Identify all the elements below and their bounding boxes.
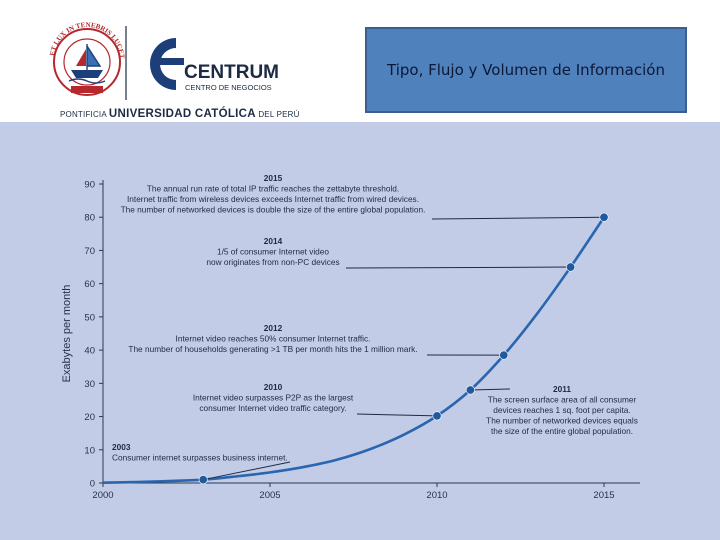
x-tick-label: 2015 bbox=[593, 490, 614, 501]
annotation-leader-2011 bbox=[470, 388, 511, 391]
university-name: PONTIFICIA UNIVERSIDAD CATÓLICA DEL PERÚ bbox=[60, 108, 300, 120]
annotation-leader-2003 bbox=[203, 461, 291, 481]
x-tick-label: 2000 bbox=[92, 490, 113, 501]
y-tick-label: 80 bbox=[84, 213, 95, 224]
annotation-leader-2015 bbox=[431, 216, 605, 220]
annotation-leader-2014 bbox=[345, 266, 571, 269]
centrum-subtitle: CENTRO DE NEGOCIOS bbox=[185, 83, 272, 92]
series-line bbox=[102, 216, 606, 484]
slide-title-box: Tipo, Flujo y Volumen de Información bbox=[365, 27, 687, 113]
annotation-leader-2010 bbox=[356, 413, 438, 417]
y-tick-label: 40 bbox=[84, 346, 95, 357]
data-point-2015 bbox=[599, 212, 609, 222]
annotation-text-2011: devices reaches 1 sq. foot per capita. bbox=[493, 405, 630, 415]
y-tick-label: 90 bbox=[84, 180, 95, 191]
annotation-year-2010: 2010 bbox=[264, 382, 283, 392]
annotation-text-2014: now originates from non-PC devices bbox=[206, 257, 339, 267]
annotation-text-2011: The screen surface area of all consumer bbox=[488, 395, 637, 405]
y-tick-label: 10 bbox=[84, 445, 95, 456]
chart-panel: 0 10 20 30 40 50 60 70 80 90 2000 2005 2010 2015 Exaby… bbox=[0, 122, 720, 540]
y-axis-label: Exabytes per month bbox=[61, 285, 73, 383]
crest-icon: ET LUX IN TENEBRIS LUCET bbox=[48, 21, 126, 96]
x-tick-label: 2010 bbox=[426, 490, 447, 501]
annotation-text-2015: The annual run rate of total IP traffic … bbox=[147, 184, 399, 194]
annotation-text-2003: Consumer internet surpasses business int… bbox=[112, 453, 288, 463]
y-tick-label: 70 bbox=[84, 246, 95, 257]
annotation-text-2014: 1/5 of consumer Internet video bbox=[217, 247, 329, 257]
y-tick-label: 20 bbox=[84, 412, 95, 423]
x-tick-label: 2005 bbox=[259, 490, 280, 501]
traffic-growth-chart: 0 10 20 30 40 50 60 70 80 90 2000 2005 2010 2015 Exaby… bbox=[61, 173, 640, 501]
annotation-text-2010: Internet video surpasses P2P as the larg… bbox=[193, 393, 354, 403]
annotation-text-2012: The number of households generating >1 T… bbox=[128, 344, 417, 354]
annotation-year-2011: 2011 bbox=[553, 384, 571, 394]
annotation-text-2011: The number of networked devices equals bbox=[486, 416, 638, 426]
annotation-text-2015: The number of networked devices is doubl… bbox=[121, 205, 426, 215]
y-tick-label: 0 bbox=[90, 479, 95, 490]
data-point-2010 bbox=[432, 411, 442, 421]
data-point-2012 bbox=[499, 350, 509, 360]
annotation-year-2014: 2014 bbox=[264, 236, 283, 246]
y-tick-label: 60 bbox=[84, 279, 95, 290]
centrum-wordmark: CENTRUM bbox=[184, 62, 279, 83]
y-tick-label: 50 bbox=[84, 312, 95, 323]
annotation-text-2010: consumer Internet video traffic category… bbox=[199, 403, 346, 413]
annotation-year-2012: 2012 bbox=[264, 323, 283, 333]
header: ET LUX IN TENEBRIS LUCET CENTRUM CENTRO … bbox=[0, 0, 720, 122]
data-point-2011 bbox=[465, 385, 475, 395]
data-point-2003 bbox=[198, 475, 208, 485]
slide-title: Tipo, Flujo y Volumen de Información bbox=[387, 61, 665, 79]
annotation-text-2012: Internet video reaches 50% consumer Inte… bbox=[176, 334, 371, 344]
university-logo: ET LUX IN TENEBRIS LUCET CENTRUM CENTRO … bbox=[38, 20, 300, 120]
annotation-year-2003: 2003 bbox=[112, 442, 131, 452]
centrum-mark-icon bbox=[150, 38, 184, 90]
annotation-text-2015: Internet traffic from wireless devices e… bbox=[127, 194, 419, 204]
annotation-year-2015: 2015 bbox=[264, 173, 283, 183]
logo-graphic: ET LUX IN TENEBRIS LUCET CENTRUM CENTRO … bbox=[48, 21, 279, 100]
y-tick-label: 30 bbox=[84, 379, 95, 390]
annotation-text-2011: the size of the entire global population… bbox=[491, 426, 633, 436]
data-point-2014 bbox=[566, 262, 576, 272]
